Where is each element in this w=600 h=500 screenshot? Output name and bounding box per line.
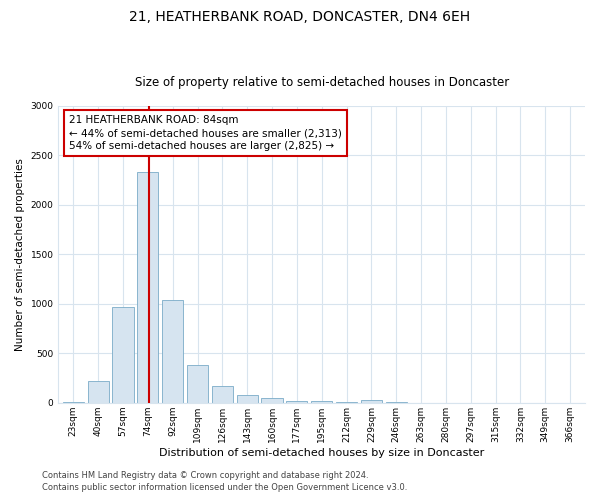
Bar <box>137 172 158 403</box>
Bar <box>187 365 208 403</box>
Bar <box>236 395 258 403</box>
Title: Size of property relative to semi-detached houses in Doncaster: Size of property relative to semi-detach… <box>134 76 509 90</box>
Bar <box>262 398 283 403</box>
Bar <box>361 400 382 403</box>
Bar <box>311 402 332 403</box>
Text: 21 HEATHERBANK ROAD: 84sqm
← 44% of semi-detached houses are smaller (2,313)
54%: 21 HEATHERBANK ROAD: 84sqm ← 44% of semi… <box>69 115 342 151</box>
X-axis label: Distribution of semi-detached houses by size in Doncaster: Distribution of semi-detached houses by … <box>159 448 484 458</box>
Bar <box>162 300 183 403</box>
Bar <box>336 402 357 403</box>
Bar <box>286 401 307 403</box>
Bar <box>88 381 109 403</box>
Bar <box>112 307 134 403</box>
Text: Contains HM Land Registry data © Crown copyright and database right 2024.
Contai: Contains HM Land Registry data © Crown c… <box>42 471 407 492</box>
Text: 21, HEATHERBANK ROAD, DONCASTER, DN4 6EH: 21, HEATHERBANK ROAD, DONCASTER, DN4 6EH <box>130 10 470 24</box>
Bar <box>212 386 233 403</box>
Bar <box>63 402 84 403</box>
Y-axis label: Number of semi-detached properties: Number of semi-detached properties <box>15 158 25 351</box>
